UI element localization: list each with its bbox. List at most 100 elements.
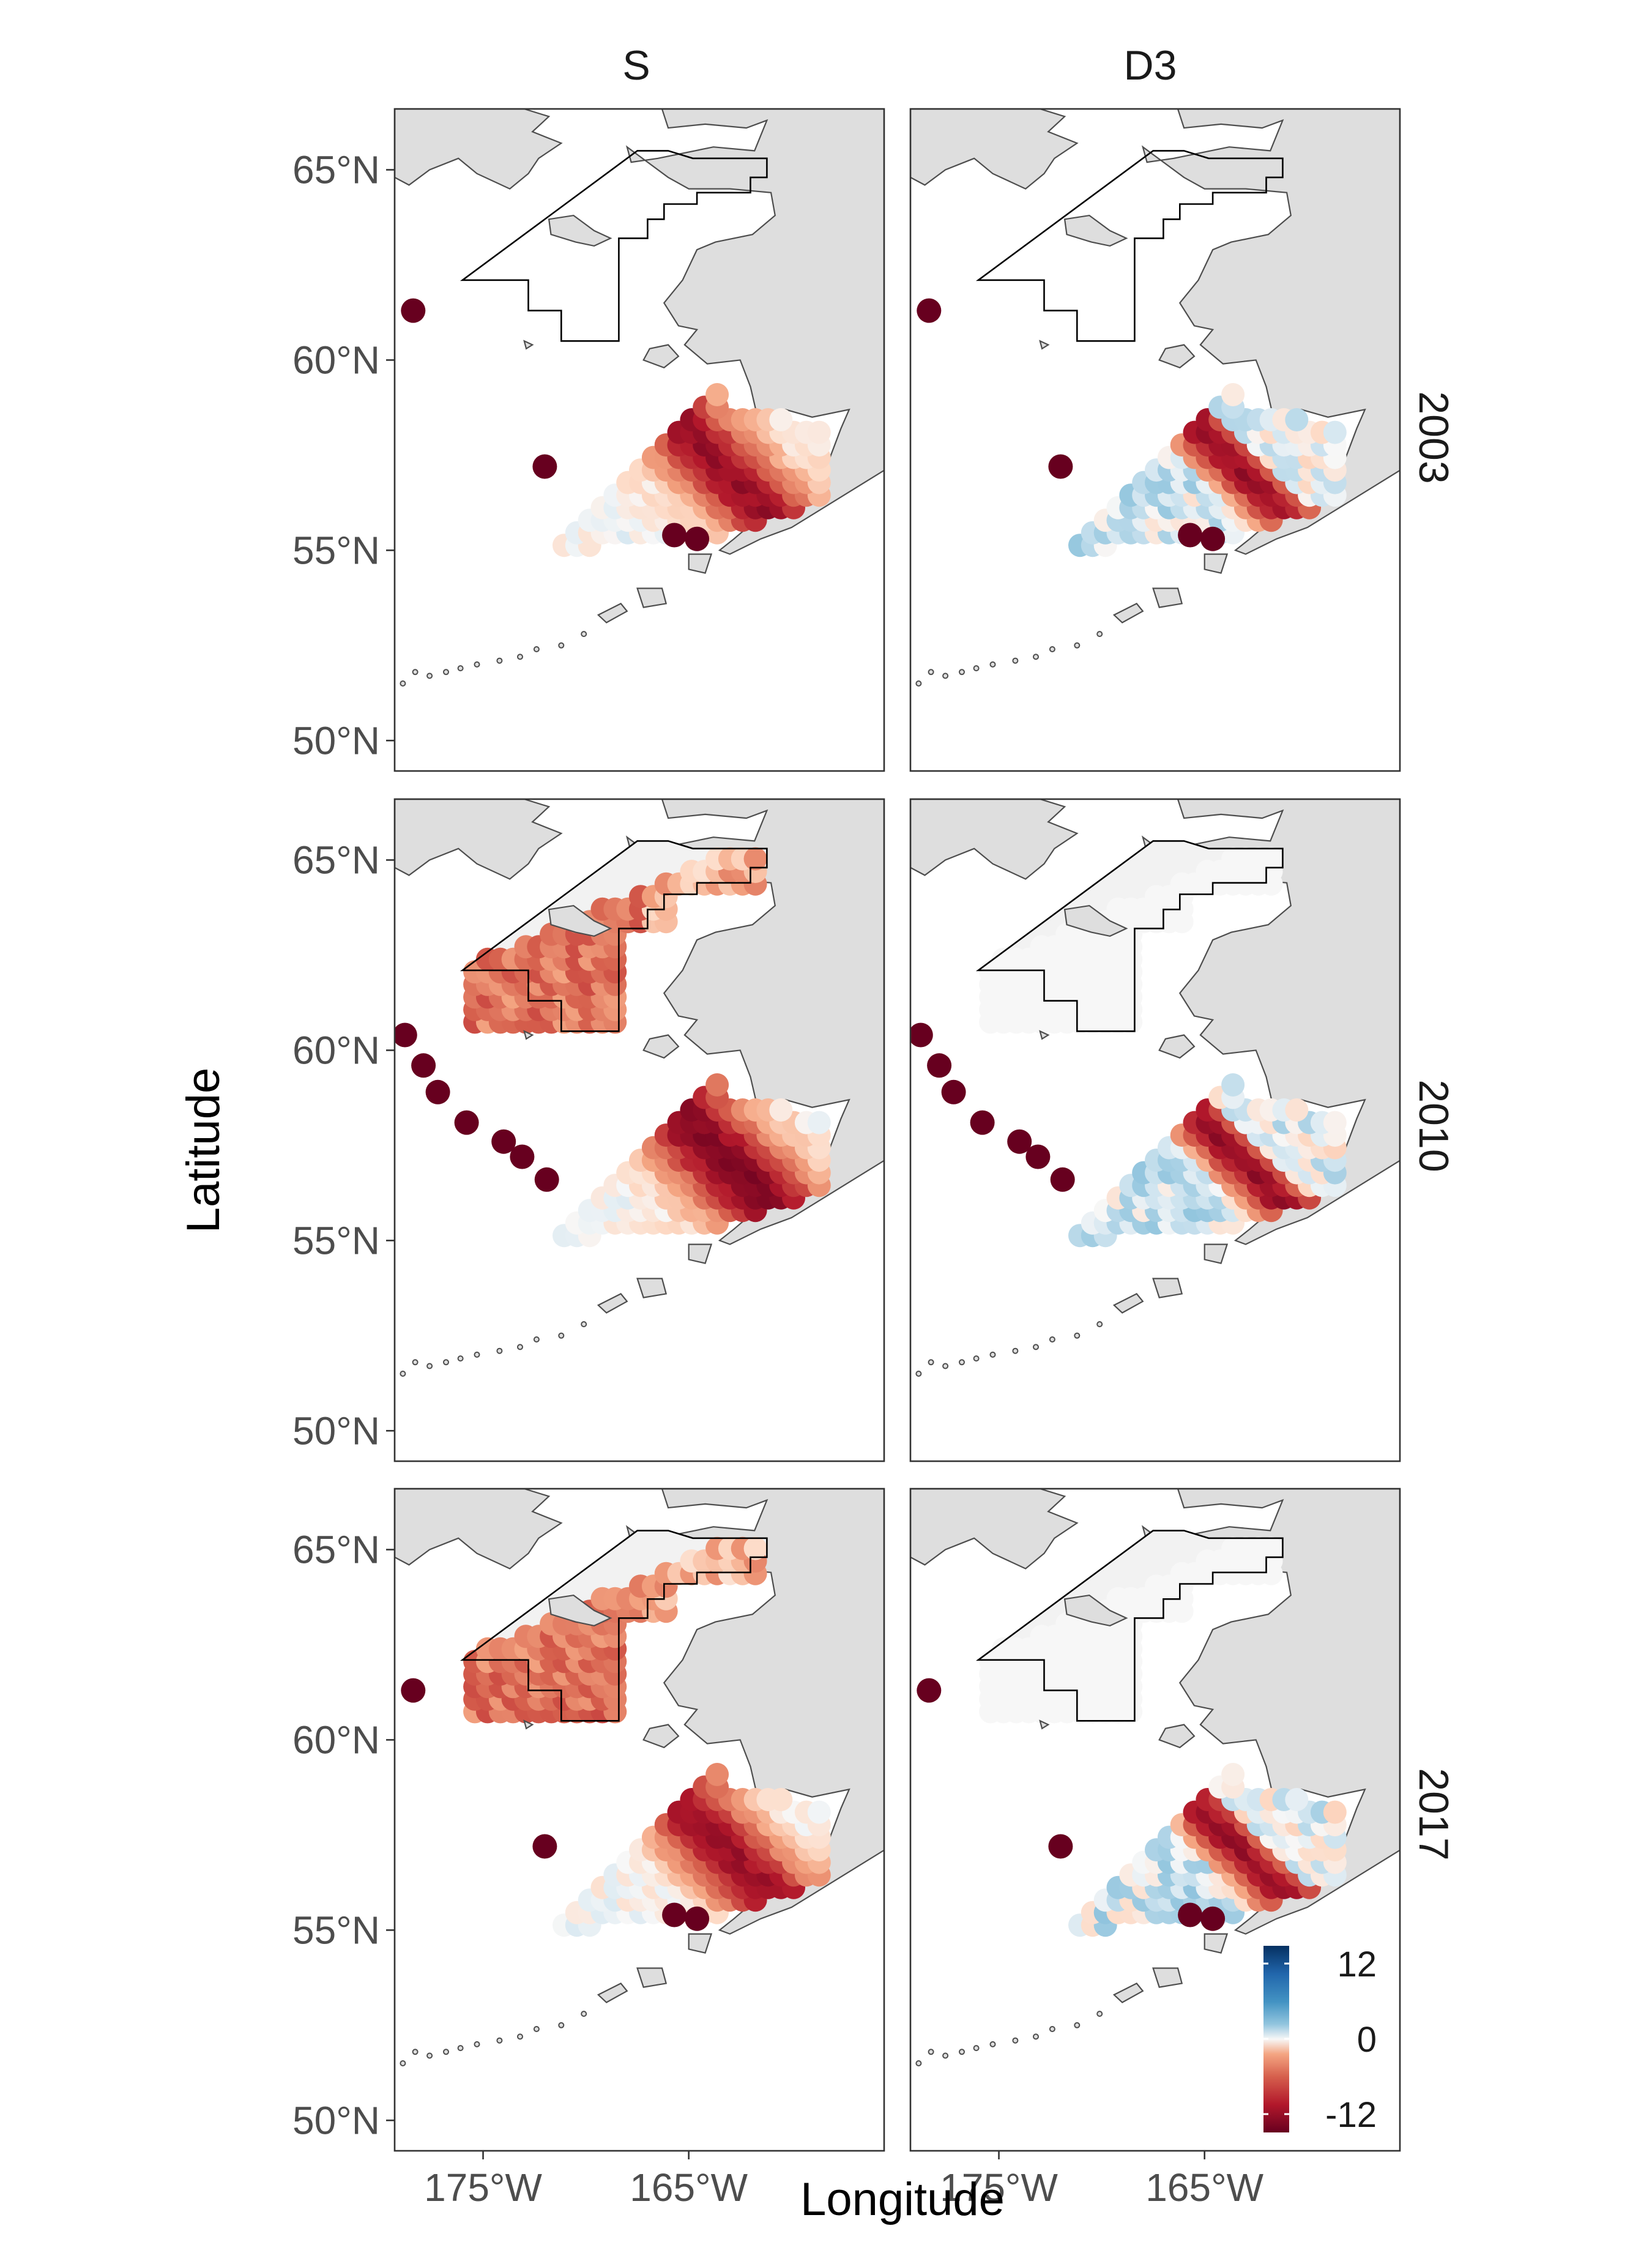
- panel-border: [909, 1488, 1401, 2152]
- nbs-boundary: [975, 1530, 1284, 1722]
- survey-cell: [769, 1788, 793, 1811]
- aleutian-island: [973, 2045, 980, 2052]
- survey-cell-outlier: [510, 1144, 535, 1169]
- island: [1204, 553, 1229, 574]
- island: [1039, 1030, 1050, 1040]
- land-chukotka: [910, 799, 1079, 880]
- aleutian-island: [915, 2060, 922, 2066]
- survey-cell-outlier: [1025, 1144, 1051, 1169]
- panel-d3-2003: [909, 108, 1401, 772]
- aleutian-island: [928, 2049, 934, 2055]
- island: [642, 1034, 680, 1059]
- x-tick-label: 165°W: [630, 2165, 748, 2210]
- island: [642, 344, 680, 369]
- aleutian-island: [443, 2049, 449, 2055]
- survey-cell: [743, 847, 767, 871]
- aleutian-island: [928, 1359, 934, 1366]
- survey-cell: [1259, 1536, 1283, 1560]
- row-label-2017: 2017: [1410, 1768, 1457, 1860]
- survey-cell-outlier: [454, 1110, 479, 1135]
- survey-cell: [769, 1098, 793, 1122]
- nbs-boundary: [460, 1530, 768, 1722]
- row-label-2010: 2010: [1410, 1079, 1457, 1172]
- survey-cell: [705, 1763, 729, 1786]
- survey-cell: [1323, 1111, 1347, 1134]
- x-tick-label: 165°W: [1145, 2165, 1263, 2210]
- panel-border: [393, 1488, 885, 2152]
- island: [597, 1983, 628, 2003]
- survey-cell-outlier: [941, 1079, 966, 1104]
- aleutian-island: [915, 680, 922, 687]
- aleutian-island: [457, 1355, 464, 1362]
- island: [1112, 1293, 1144, 1314]
- column-label-d3: D3: [1124, 42, 1177, 89]
- aleutian-island: [412, 2049, 419, 2055]
- aleutian-island: [915, 1371, 922, 1377]
- survey-cell-outlier: [1050, 1167, 1075, 1192]
- aleutian-island: [1033, 1344, 1039, 1350]
- survey-cell-outlier: [1048, 454, 1073, 479]
- land-chukotka: [395, 1489, 563, 1570]
- island: [642, 1724, 680, 1749]
- x-tick-label: 175°W: [940, 2165, 1058, 2210]
- x-tick-label: 175°W: [424, 2165, 542, 2210]
- legend-label-high: 12: [1337, 1945, 1377, 1984]
- survey-cell-outlier: [1200, 526, 1226, 551]
- aleutian-island: [457, 665, 464, 672]
- island: [1152, 587, 1183, 608]
- aleutian-island: [474, 2041, 480, 2047]
- island: [1112, 1983, 1144, 2003]
- survey-cell-outlier: [411, 1053, 436, 1078]
- island: [636, 1278, 668, 1298]
- survey-cell: [1221, 383, 1245, 406]
- y-tick-label: 55°N: [292, 1218, 380, 1262]
- island: [1152, 1278, 1183, 1298]
- aleutian-island: [496, 657, 503, 664]
- row-label-2003: 2003: [1410, 391, 1457, 483]
- island: [1063, 1594, 1128, 1627]
- aleutian-island: [1012, 657, 1019, 664]
- island: [1158, 1724, 1196, 1749]
- aleutian-island: [1049, 2026, 1055, 2032]
- survey-cell-outlier: [425, 1079, 450, 1104]
- aleutian-island: [1096, 1321, 1103, 1328]
- survey-cell-outlier: [534, 1167, 559, 1192]
- survey-cell-outlier: [532, 1834, 557, 1859]
- island: [1112, 603, 1144, 624]
- nbs-boundary: [975, 840, 1284, 1032]
- legend-label-mid: 0: [1357, 2020, 1377, 2060]
- aleutian-island: [558, 1332, 565, 1339]
- y-tick-label: 50°N: [292, 2098, 380, 2142]
- land-chukotka: [910, 1489, 1079, 1570]
- survey-cell: [1323, 1800, 1347, 1824]
- aleutian-island: [412, 1359, 419, 1366]
- island: [1063, 904, 1128, 937]
- survey-cell-outlier: [395, 1022, 417, 1048]
- nbs-boundary: [975, 150, 1284, 342]
- aleutian-island: [412, 669, 419, 676]
- island: [1158, 1034, 1196, 1059]
- survey-cell-outlier: [491, 1129, 516, 1154]
- aleutian-island: [443, 669, 449, 676]
- aleutian-island: [400, 1371, 406, 1377]
- island: [597, 603, 628, 624]
- color-legend: 12 0 -12: [1263, 1945, 1377, 2135]
- aleutian-island: [1049, 646, 1055, 652]
- survey-cell-outlier: [910, 1022, 933, 1048]
- survey-cell-outlier: [401, 298, 426, 323]
- island: [636, 587, 668, 608]
- aleutian-island: [558, 2022, 565, 2028]
- survey-cell-outlier: [685, 1906, 710, 1931]
- aleutian-island: [400, 680, 406, 687]
- panel-d3-2010: [909, 798, 1401, 1462]
- island: [1039, 340, 1050, 350]
- aleutian-island: [959, 1359, 965, 1366]
- panel-border: [909, 798, 1401, 1462]
- aleutian-island: [1074, 2022, 1081, 2028]
- aleutian-island: [942, 2052, 949, 2059]
- aleutian-island: [533, 1336, 540, 1342]
- panel-s-2010: [393, 798, 885, 1462]
- island: [1039, 1719, 1050, 1730]
- x-axis: 175°W 165°W 175°W 165°W: [424, 2151, 1264, 2210]
- aleutian-island: [581, 1321, 587, 1328]
